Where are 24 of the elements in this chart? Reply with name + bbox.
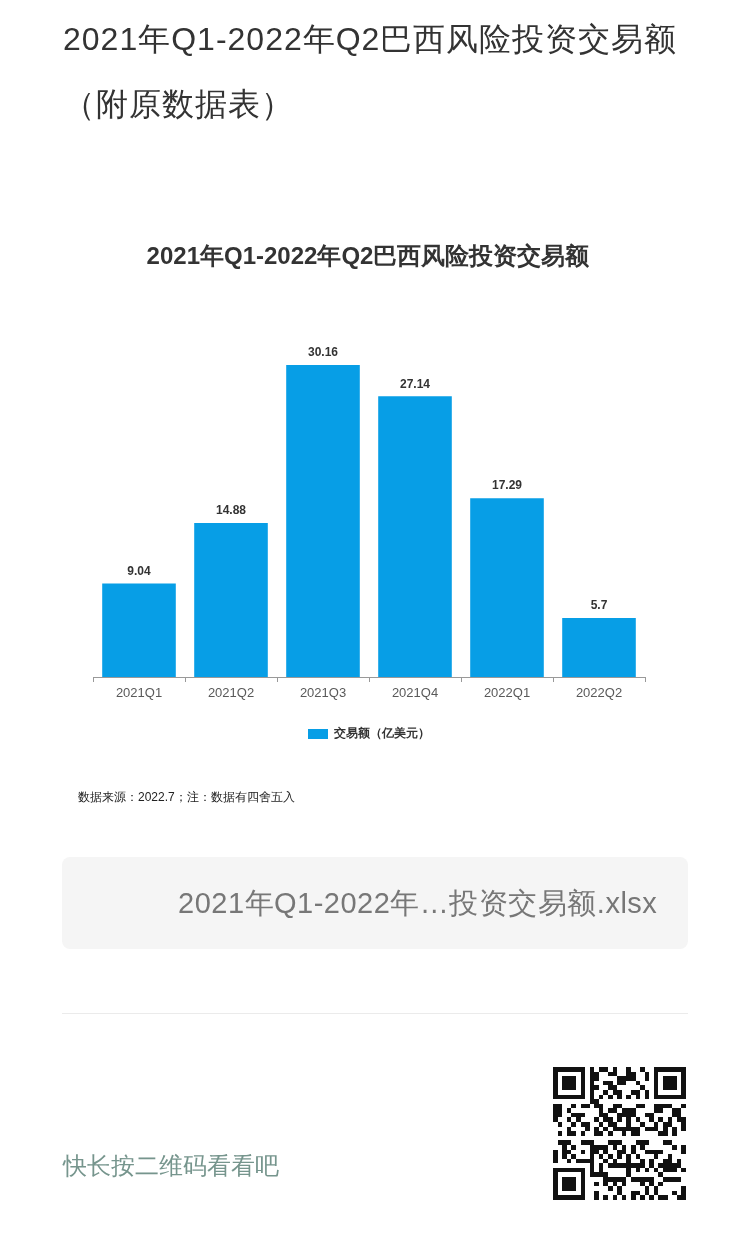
data-label: 5.7: [590, 598, 608, 613]
data-label: 30.16: [307, 345, 339, 360]
x-tick-label: 2021Q1: [115, 685, 163, 701]
text: 快长按二维码看看吧: [63, 1151, 279, 1181]
bar: [470, 498, 544, 677]
data-label: 14.88: [215, 503, 247, 518]
data-label: 9.04: [127, 563, 151, 578]
x-tick-label: 2021Q4: [391, 685, 439, 701]
data-label: 27.14: [399, 376, 431, 391]
text: 2021年Q1-2022年Q2巴西风险投资交易额（附原数据表）: [63, 20, 679, 124]
bar: [378, 396, 452, 677]
data-label: 17.29: [491, 478, 523, 493]
bar: [562, 618, 636, 677]
bar: [102, 583, 176, 677]
x-tick-label: 2021Q2: [207, 685, 255, 701]
bar: [286, 365, 360, 677]
x-tick-label: 2022Q1: [483, 685, 531, 701]
x-tick-label: 2021Q3: [299, 685, 347, 701]
bar: [194, 523, 268, 677]
x-tick-label: 2022Q2: [575, 685, 623, 701]
chart-title: 2021年Q1-2022年Q2巴西风险投资交易额: [145, 241, 591, 271]
text: 2021年Q1-2022年…投资交易额.xlsx: [178, 886, 658, 921]
source-note: 数据来源：2022.7；注：数据有四舍五入: [78, 789, 295, 805]
legend-label: 交易额（亿美元）: [333, 726, 430, 741]
